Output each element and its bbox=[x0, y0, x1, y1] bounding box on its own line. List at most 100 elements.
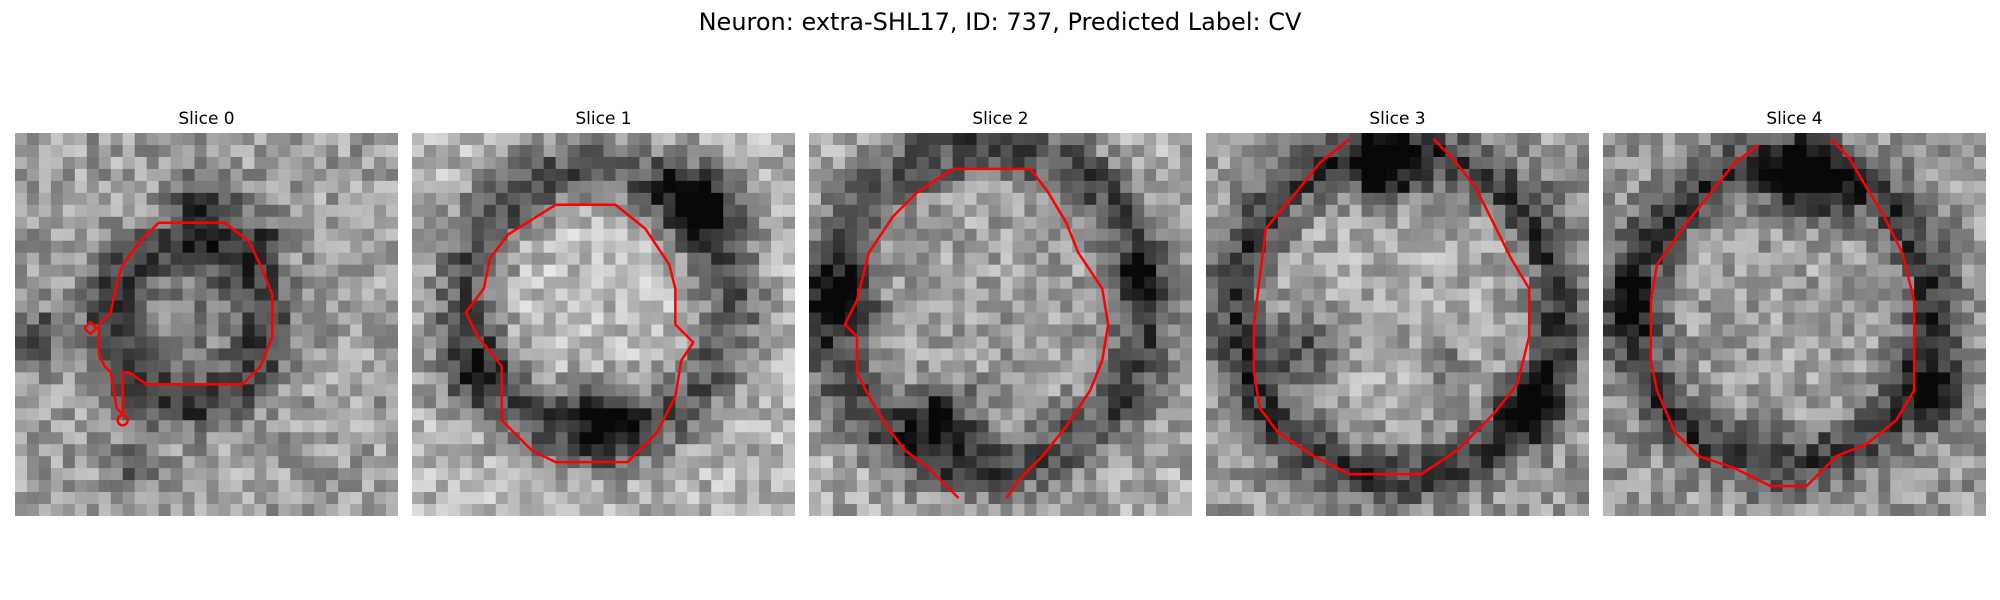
pixel bbox=[603, 228, 616, 242]
pixel bbox=[182, 228, 195, 242]
pixel bbox=[26, 180, 40, 194]
pixel bbox=[314, 192, 327, 206]
pixel bbox=[603, 133, 616, 146]
pixel bbox=[952, 336, 965, 349]
pixel bbox=[1168, 348, 1181, 361]
pixel bbox=[1036, 408, 1049, 421]
pixel bbox=[663, 432, 676, 445]
pixel bbox=[1577, 133, 1589, 146]
pixel bbox=[1217, 324, 1231, 337]
pixel bbox=[1180, 360, 1192, 373]
pixel bbox=[1120, 456, 1133, 469]
pixel bbox=[988, 444, 1001, 457]
pixel bbox=[735, 264, 748, 278]
pixel bbox=[158, 420, 171, 433]
pixel bbox=[254, 432, 267, 445]
slice-title: Slice 3 bbox=[1369, 109, 1426, 129]
pixel bbox=[856, 312, 870, 325]
pixel bbox=[964, 360, 977, 373]
pixel bbox=[952, 156, 965, 170]
pixel bbox=[1012, 420, 1025, 433]
pixel bbox=[747, 384, 760, 397]
pixel bbox=[1048, 456, 1061, 469]
pixel bbox=[1469, 312, 1482, 325]
pixel bbox=[567, 240, 580, 254]
pixel bbox=[627, 384, 640, 397]
pixel bbox=[675, 133, 688, 146]
pixel bbox=[1421, 180, 1434, 194]
pixel bbox=[1674, 252, 1688, 266]
pixel bbox=[1072, 204, 1085, 218]
pixel bbox=[62, 444, 76, 457]
pixel bbox=[412, 156, 425, 170]
pixel bbox=[916, 348, 930, 361]
pixel bbox=[771, 324, 784, 337]
pixel bbox=[1385, 240, 1398, 254]
pixel bbox=[675, 264, 688, 278]
pixel bbox=[314, 384, 327, 397]
pixel bbox=[1818, 133, 1831, 146]
pixel bbox=[820, 216, 834, 230]
pixel bbox=[110, 456, 124, 469]
pixel bbox=[880, 276, 894, 289]
pixel bbox=[1541, 456, 1554, 469]
pixel bbox=[699, 360, 712, 373]
pixel bbox=[759, 264, 772, 278]
pixel bbox=[1361, 204, 1374, 218]
pixel bbox=[206, 168, 219, 182]
pixel bbox=[1457, 348, 1470, 361]
pixel bbox=[1974, 144, 1986, 158]
pixel bbox=[374, 408, 387, 421]
pixel bbox=[435, 144, 449, 158]
pixel bbox=[194, 348, 207, 361]
pixel bbox=[627, 144, 640, 158]
pixel bbox=[242, 480, 255, 493]
pixel bbox=[1481, 372, 1494, 385]
pixel bbox=[519, 228, 533, 242]
pixel bbox=[146, 276, 160, 289]
pixel bbox=[38, 480, 52, 493]
pixel bbox=[1806, 144, 1819, 158]
pixel bbox=[1866, 444, 1879, 457]
pixel bbox=[507, 348, 521, 361]
pixel bbox=[1782, 144, 1795, 158]
pixel bbox=[122, 348, 136, 361]
pixel bbox=[759, 504, 772, 516]
pixel bbox=[134, 504, 148, 516]
pixel bbox=[1577, 300, 1589, 313]
pixel bbox=[254, 240, 267, 254]
pixel bbox=[663, 372, 676, 385]
pixel bbox=[194, 240, 207, 254]
pixel bbox=[1277, 144, 1291, 158]
pixel bbox=[1337, 276, 1351, 289]
pixel bbox=[1962, 276, 1975, 289]
pixel bbox=[194, 444, 207, 457]
pixel bbox=[1048, 444, 1061, 457]
pixel bbox=[1710, 276, 1724, 289]
pixel bbox=[1674, 264, 1688, 278]
pixel bbox=[809, 216, 822, 230]
pixel bbox=[1818, 444, 1831, 457]
pixel bbox=[1830, 420, 1843, 433]
pixel bbox=[1313, 228, 1327, 242]
pixel bbox=[1505, 372, 1518, 385]
pixel bbox=[1529, 156, 1542, 170]
pixel bbox=[1553, 264, 1566, 278]
pixel bbox=[880, 168, 894, 182]
pixel bbox=[338, 216, 351, 230]
pixel bbox=[1962, 384, 1975, 397]
pixel bbox=[1120, 133, 1133, 146]
pixel bbox=[964, 156, 977, 170]
pixel bbox=[639, 264, 652, 278]
pixel bbox=[771, 384, 784, 397]
pixel bbox=[326, 180, 339, 194]
pixel bbox=[1397, 240, 1410, 254]
pixel bbox=[1758, 192, 1771, 206]
pixel bbox=[1144, 480, 1157, 493]
pixel bbox=[1361, 252, 1374, 266]
pixel bbox=[1337, 228, 1351, 242]
pixel bbox=[182, 168, 195, 182]
pixel bbox=[1794, 133, 1807, 146]
pixel bbox=[459, 216, 473, 230]
pixel bbox=[771, 133, 784, 146]
